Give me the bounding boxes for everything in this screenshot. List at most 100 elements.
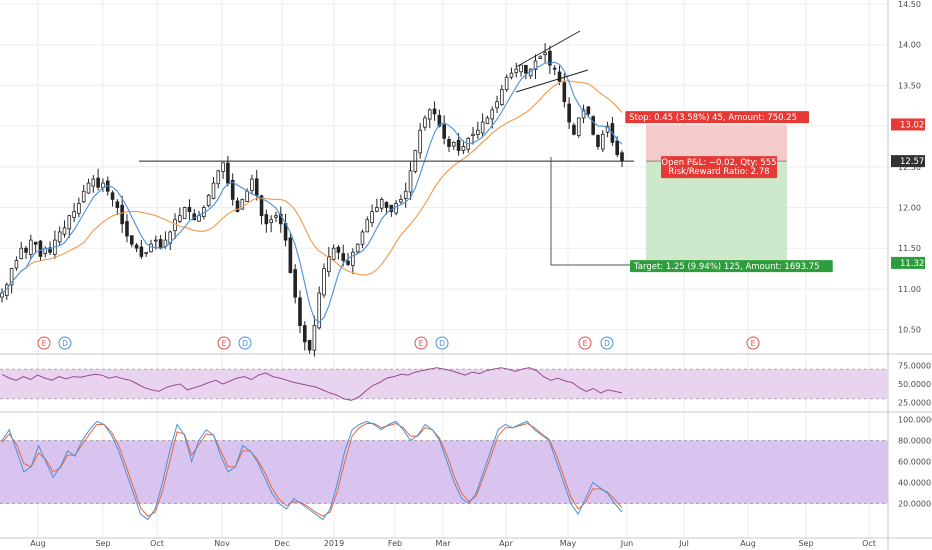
candle bbox=[552, 65, 557, 76]
time-tick-label: Nov bbox=[214, 539, 230, 548]
candle-body bbox=[322, 268, 326, 296]
marker-label: E bbox=[751, 339, 756, 348]
candle-body bbox=[408, 170, 413, 193]
candle bbox=[442, 115, 446, 145]
candle-body bbox=[504, 76, 509, 90]
candle bbox=[144, 251, 148, 257]
marker-circle bbox=[578, 336, 592, 350]
price-tick-label: 14.50 bbox=[898, 0, 921, 9]
candle-body bbox=[336, 246, 341, 253]
candle bbox=[269, 215, 273, 233]
candle-body bbox=[269, 219, 273, 224]
candle-body bbox=[327, 255, 331, 273]
candle-body bbox=[57, 231, 62, 243]
time-tick-label: Mar bbox=[435, 539, 451, 548]
candle bbox=[519, 64, 523, 77]
time-tick-label: Aug bbox=[740, 539, 756, 548]
candle-body bbox=[548, 50, 552, 66]
candle-body bbox=[379, 198, 384, 209]
candle-body bbox=[461, 146, 466, 151]
candle bbox=[288, 233, 293, 274]
candle-body bbox=[562, 82, 567, 103]
candle bbox=[216, 169, 221, 189]
price-panel: Stop: 0.45 (3.58%) 45, Amount: 750.25 Tar… bbox=[0, 30, 833, 357]
rsi-tick-label: 50.0000 bbox=[898, 380, 931, 389]
candle-body bbox=[278, 213, 283, 225]
candle-body bbox=[120, 204, 124, 225]
candle-body bbox=[254, 178, 259, 196]
candle bbox=[254, 169, 259, 201]
candle bbox=[293, 264, 297, 304]
candle bbox=[110, 190, 115, 207]
candle bbox=[572, 122, 576, 136]
candle bbox=[264, 209, 269, 233]
candle-body bbox=[259, 195, 264, 217]
candle bbox=[91, 175, 96, 193]
candle bbox=[418, 123, 422, 159]
candle-body bbox=[600, 133, 605, 150]
candle bbox=[307, 339, 312, 354]
candle-body bbox=[365, 219, 370, 233]
candle bbox=[355, 243, 360, 254]
candle-body bbox=[557, 71, 562, 82]
dividend-marker: D bbox=[600, 336, 614, 350]
measure-line bbox=[550, 157, 631, 266]
candle bbox=[53, 230, 57, 259]
marker-circle bbox=[600, 336, 614, 350]
candle bbox=[115, 199, 120, 216]
candle bbox=[509, 67, 514, 80]
candle bbox=[423, 115, 427, 131]
pnl-line2: Risk/Reward Ratio: 2.78 bbox=[668, 167, 769, 177]
time-tick-label: Apr bbox=[499, 539, 514, 548]
earnings-marker: E bbox=[578, 336, 592, 350]
rsi-band bbox=[0, 369, 888, 399]
candle-body bbox=[500, 89, 504, 106]
candle-body bbox=[384, 202, 389, 208]
candle-body bbox=[437, 114, 442, 127]
candle-body bbox=[14, 260, 19, 269]
target-label: Target: 1.25 (9.94%) 125, Amount: 1693.7… bbox=[630, 260, 833, 273]
target-price-tag: 11.32 bbox=[891, 256, 925, 269]
marker-circle bbox=[58, 336, 72, 350]
candle bbox=[274, 211, 278, 223]
candle bbox=[187, 199, 192, 220]
stoch-tick-label: 80.0000 bbox=[898, 436, 931, 445]
candle bbox=[226, 155, 230, 187]
candle-body bbox=[144, 251, 148, 254]
candle-body bbox=[274, 215, 278, 218]
candle bbox=[427, 108, 432, 129]
marker-circle bbox=[217, 336, 231, 350]
candle bbox=[379, 197, 384, 212]
ma20-line bbox=[1, 61, 623, 323]
candle-body bbox=[264, 214, 269, 225]
candle bbox=[351, 248, 355, 275]
marker-label: E bbox=[42, 339, 47, 348]
candle-body bbox=[178, 215, 182, 222]
candle-body bbox=[370, 211, 374, 224]
candle bbox=[67, 214, 72, 238]
candle-body bbox=[48, 247, 52, 253]
candle bbox=[447, 136, 451, 152]
candle-body bbox=[115, 201, 120, 208]
candle-body bbox=[72, 211, 76, 218]
price-tick-label: 14.00 bbox=[898, 41, 921, 50]
candle-body bbox=[216, 170, 221, 185]
time-tick-label: Dec bbox=[274, 539, 289, 548]
candle-body bbox=[399, 198, 403, 203]
candle bbox=[182, 206, 187, 220]
candle-body bbox=[480, 121, 485, 134]
time-tick-label: Sep bbox=[95, 539, 110, 548]
candle bbox=[250, 174, 254, 195]
candle-body bbox=[153, 239, 158, 242]
candle-body bbox=[317, 292, 322, 329]
candle-body bbox=[572, 124, 576, 135]
candle bbox=[283, 213, 288, 247]
candle-body bbox=[245, 190, 249, 202]
candle-body bbox=[418, 129, 422, 154]
target-price-tag-bg bbox=[891, 256, 925, 269]
candle bbox=[206, 193, 211, 208]
candle bbox=[596, 134, 600, 150]
candle bbox=[134, 242, 139, 253]
rsi-panel bbox=[0, 367, 888, 401]
